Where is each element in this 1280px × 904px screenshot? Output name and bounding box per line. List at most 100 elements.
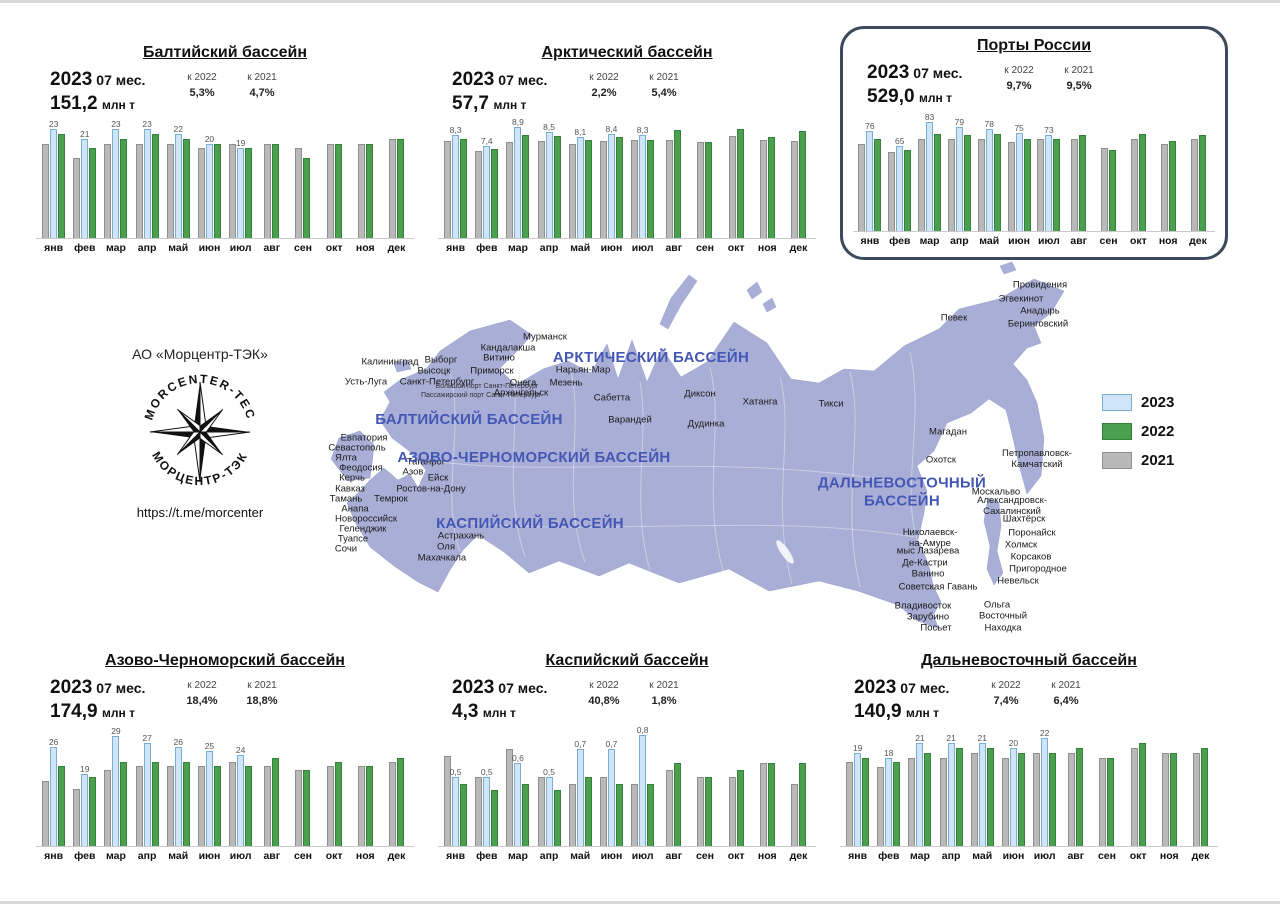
- bar-2023-фев: 7,4: [481, 136, 493, 238]
- bar-group-апр: 0,5: [534, 728, 565, 846]
- month-label-окт: окт: [1129, 235, 1147, 247]
- bar-2022-апр: [553, 136, 561, 238]
- bar-2021-сен: [697, 776, 705, 846]
- bar-2023-янв: 26: [49, 737, 58, 846]
- bar-2021-май: [166, 766, 174, 846]
- bar-2022-авг: [1079, 135, 1087, 231]
- bar-2023-июл: 0,8: [637, 725, 649, 846]
- bar-2021-окт: [728, 136, 736, 238]
- month-label-апр: апр: [539, 850, 559, 862]
- bar-group-окт: [721, 120, 752, 238]
- vs-label: к 2022: [991, 680, 1021, 691]
- stat-unit: млн т: [919, 91, 952, 105]
- bar-2023-июл: 24: [236, 745, 245, 846]
- port-label: Пассажирский порт Санкт-Петербург: [420, 391, 542, 399]
- chart-title-russia: Порты России: [976, 37, 1092, 54]
- stat-vs-2021: к 2021 18,8%: [232, 677, 292, 723]
- month-label-май: май: [168, 242, 189, 254]
- bar-2021-сен: [295, 148, 303, 238]
- bar-2021-апр: [135, 766, 143, 846]
- bar-2022-окт: [736, 769, 744, 846]
- bar-2023-июн: 75: [1014, 123, 1024, 231]
- month-label-дек: дек: [1189, 235, 1207, 247]
- bar-value-label: 0,5: [480, 766, 493, 777]
- port-label: Тамань: [329, 493, 363, 505]
- stat-left-block: 2023 07 мес. 4,3 млн т: [452, 677, 574, 723]
- bar-2021-сен: [1101, 148, 1109, 231]
- bar-2022-авг: [1076, 747, 1084, 846]
- stat-vs-2022: к 2022 2,2%: [574, 69, 634, 115]
- bar-group-сен: [689, 120, 720, 238]
- vs-value: 5,4%: [651, 87, 677, 99]
- bar-group-июл: 0,8: [627, 725, 658, 846]
- port-label: Ростов-на-Дону: [396, 483, 466, 495]
- bar-2023-фев: 19: [80, 764, 89, 846]
- bar-2021-ноя: [759, 762, 767, 846]
- bar-2022-май: [182, 138, 190, 238]
- bar-group-янв: 23: [38, 119, 69, 238]
- severnaya-zemlya-shape-2: [762, 297, 777, 313]
- russia-map-silhouette: [330, 261, 1065, 630]
- bar-value-label: 23: [48, 119, 59, 130]
- bar-2021-июл: [631, 783, 639, 846]
- bar-value-label: 27: [142, 733, 152, 744]
- bar-2021-авг: [666, 139, 674, 238]
- stat-unit: млн т: [102, 98, 135, 112]
- month-label-мар: мар: [919, 235, 940, 247]
- bar-2022-янв: [58, 766, 66, 846]
- bar-group-июл: 19: [225, 120, 256, 238]
- stat-unit: млн т: [102, 706, 135, 720]
- bar-2021-янв: [42, 781, 50, 846]
- bar-value-label: 21: [915, 732, 925, 743]
- month-label-окт: окт: [325, 242, 343, 254]
- port-label: Санкт-Петербург: [399, 376, 475, 388]
- vs-label: к 2022: [589, 680, 619, 691]
- month-label-апр: апр: [941, 850, 961, 862]
- bar-2022-июн: [1023, 139, 1031, 231]
- month-label-окт: окт: [1129, 850, 1147, 862]
- bar-value-label: 23: [142, 119, 152, 130]
- port-label: Ейск: [427, 472, 449, 484]
- month-label-ноя: ноя: [355, 850, 375, 862]
- region-borders: [439, 341, 919, 588]
- bar-2022-мар: [120, 138, 128, 238]
- bar-value-label: 22: [1039, 727, 1050, 738]
- port-label: Приморск: [470, 365, 514, 377]
- bar-group-дек: [1185, 728, 1216, 846]
- bar-value-label: 29: [111, 725, 121, 736]
- telegram-link[interactable]: https://t.me/morcenter: [136, 505, 264, 520]
- vs-value: 9,7%: [1006, 80, 1032, 92]
- month-label-фев: фев: [476, 850, 498, 862]
- bar-group-окт: [721, 728, 752, 846]
- month-axis: янв фев мар апр май июн июл авг сен окт ноя дек: [853, 235, 1215, 247]
- stat-total: 4,3: [452, 701, 479, 722]
- stat-year: 2023: [50, 69, 93, 90]
- bar-2022-апр: [151, 134, 159, 238]
- bar-value-label: 0,7: [574, 738, 587, 749]
- bar-2022-ноя: [365, 766, 373, 846]
- bar-value-label: 26: [173, 737, 183, 748]
- bar-2022-июл: [245, 148, 253, 238]
- bar-2021-янв: [858, 144, 866, 231]
- bar-group-июн: 75: [1004, 113, 1034, 231]
- bar-2022-мар: [522, 783, 530, 846]
- bar-2023-апр: 23: [142, 119, 152, 238]
- bar-2021-июн: [197, 148, 205, 238]
- stat-left-block: 2023 07 мес. 140,9 млн т: [854, 677, 976, 723]
- month-label-июл: июл: [1037, 235, 1060, 247]
- novaya-zemlya-shape: [659, 274, 698, 330]
- bar-2021-апр: [135, 143, 143, 238]
- panel-baltic: Балтийский бассейн 2023 07 мес. 151,2 млн…: [36, 44, 414, 260]
- month-label-июл: июл: [229, 242, 252, 254]
- bar-2023-июн: 25: [205, 741, 214, 846]
- vs-value: 1,8%: [651, 695, 677, 707]
- bar-group-окт: [319, 120, 350, 238]
- bar-value-label: 20: [204, 133, 215, 144]
- bar-2022-мар: [924, 752, 932, 846]
- bar-group-июн: 8,4: [596, 120, 627, 238]
- port-label: Ванино: [911, 568, 945, 580]
- month-label-дек: дек: [789, 242, 808, 254]
- bar-2022-окт: [736, 128, 744, 238]
- port-label: Сочи: [334, 543, 358, 555]
- bar-group-май: 0,7: [565, 728, 596, 846]
